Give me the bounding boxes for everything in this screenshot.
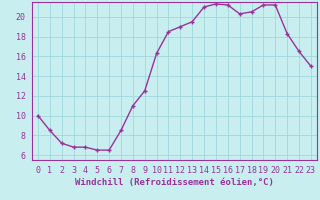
X-axis label: Windchill (Refroidissement éolien,°C): Windchill (Refroidissement éolien,°C) xyxy=(75,178,274,187)
